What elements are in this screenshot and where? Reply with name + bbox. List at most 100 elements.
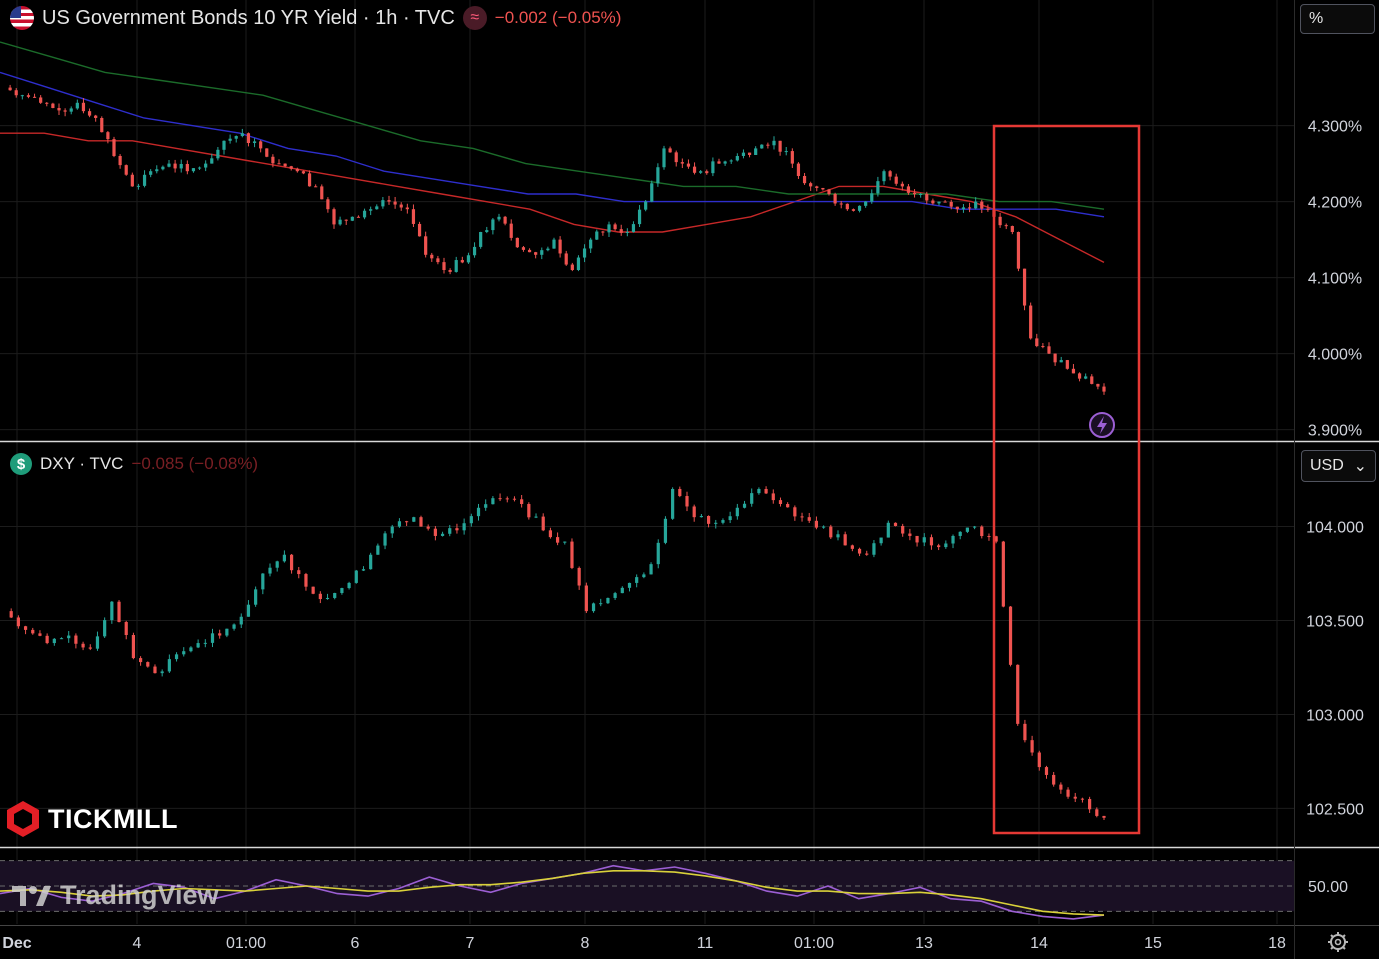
price-axes: 4.300% 4.200% 4.100% 4.000% 3.900% 104.000 103… — [1296, 41, 1379, 896]
yield-candle — [558, 236, 562, 258]
yield-candle — [283, 163, 287, 168]
yield-candle — [448, 268, 452, 275]
yield-candle — [705, 169, 709, 175]
x-tick-label: 6 — [351, 935, 360, 952]
dxy-candle — [419, 515, 423, 527]
yield-candle — [1022, 268, 1027, 311]
currency-selector[interactable]: USD ⌄ — [1301, 450, 1376, 482]
dxy-candle — [1030, 735, 1034, 756]
dxy-candle — [742, 500, 747, 509]
dxy-candle — [59, 637, 64, 640]
yield-candle — [589, 237, 593, 253]
lightning-icon[interactable] — [1089, 412, 1115, 438]
dxy-candle — [520, 494, 524, 508]
dxy-candle — [311, 586, 315, 595]
yield-candle — [1016, 231, 1021, 272]
dxy-title: DXY · TVC — [40, 454, 124, 473]
dxy-candle — [692, 504, 696, 522]
yield-candle — [8, 84, 12, 91]
yield-candle — [534, 251, 538, 259]
dxy-candle — [153, 664, 157, 674]
yield-candle — [191, 168, 196, 173]
x-tick-label: 4 — [133, 935, 142, 952]
yield-candle — [94, 114, 98, 122]
dxy-candle — [857, 547, 862, 557]
yield-candle — [931, 198, 935, 205]
yield-candle — [515, 237, 519, 248]
dxy-candle — [678, 486, 682, 498]
yield-candle — [919, 193, 923, 198]
dxy-candle — [786, 502, 790, 508]
dxy-candle — [577, 566, 581, 590]
dxy-candle — [599, 598, 603, 607]
yield-candle — [802, 172, 807, 185]
dxy-candle — [333, 592, 337, 600]
yield-candle — [631, 221, 636, 233]
yield-candle — [387, 195, 391, 205]
yield-candle — [460, 256, 464, 264]
dxy-candle — [1080, 797, 1085, 803]
dxy-candle — [469, 513, 473, 527]
dxy-candle — [110, 600, 114, 624]
dollar-icon: $ — [10, 453, 32, 475]
yield-candle — [118, 154, 122, 169]
yield-change: −0.002 (−0.05%) — [494, 8, 622, 27]
yield-candle — [375, 204, 379, 210]
tradingview-mark-icon — [12, 885, 51, 906]
dxy-candle — [131, 632, 136, 660]
yield-candle — [1053, 353, 1057, 366]
dxy-candle — [146, 661, 150, 668]
yield-candle — [864, 201, 868, 208]
yield-candle — [876, 176, 880, 197]
dxy-candle — [397, 518, 402, 528]
dxy-candle — [95, 631, 100, 651]
yield-candle — [32, 93, 37, 98]
yield-candle — [57, 103, 61, 116]
dxy-candle — [534, 513, 538, 519]
yield-candle — [179, 159, 183, 173]
dxy-candle — [627, 582, 632, 592]
y-tick-label: 103.500 — [1306, 614, 1364, 631]
dxy-candle — [1008, 606, 1013, 667]
dxy-candle — [52, 638, 56, 646]
yield-candle — [888, 169, 892, 181]
dxy-candle — [361, 566, 366, 572]
yield-candle — [369, 206, 373, 216]
yield-candle — [540, 247, 544, 260]
yield-candle — [546, 246, 550, 252]
dxy-candle — [771, 489, 775, 504]
dxy-candle — [663, 516, 668, 545]
yield-candle — [485, 226, 489, 234]
dxy-candle — [671, 487, 675, 520]
yield-candle — [45, 102, 49, 107]
dxy-candle — [829, 524, 833, 540]
rsi-pane — [0, 860, 1294, 920]
yield-candle — [974, 197, 978, 210]
dxy-candle — [527, 502, 531, 520]
yield-candle — [582, 244, 587, 263]
wave-icon[interactable]: ≈ — [462, 6, 487, 30]
gear-icon[interactable] — [1328, 932, 1348, 952]
yield-candle — [185, 160, 189, 175]
yield-candle — [424, 231, 428, 258]
dxy-candle — [383, 531, 387, 550]
unit-selector[interactable]: % — [1300, 4, 1375, 34]
yield-candle — [26, 93, 31, 99]
dxy-candle — [901, 523, 905, 537]
yield-candle — [833, 192, 837, 206]
dxy-candle — [81, 641, 85, 651]
dxy-candle — [38, 630, 42, 637]
yield-candle — [472, 242, 477, 258]
yield-candle — [662, 145, 666, 170]
dxy-candle — [843, 531, 847, 546]
yield-candle — [754, 146, 758, 156]
yield-candle — [943, 200, 947, 203]
time-axis: Dec 4 01:00 6 7 8 11 01:00 13 14 15 18 — [2, 935, 1286, 952]
yield-candle — [216, 146, 220, 161]
y-tick-label: 103.000 — [1306, 707, 1364, 724]
y-tick-label: 4.200% — [1308, 195, 1362, 212]
yield-candle — [925, 191, 929, 205]
x-tick-label: 18 — [1268, 935, 1286, 952]
yield-candle — [760, 144, 764, 149]
